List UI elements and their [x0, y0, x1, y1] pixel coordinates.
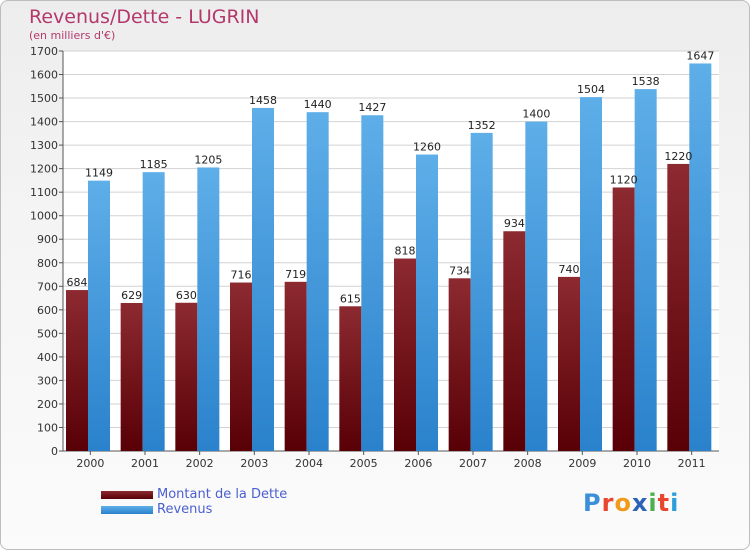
data-label: 1205 [194, 153, 222, 166]
data-label: 1427 [358, 101, 386, 114]
bar-dette [339, 306, 362, 451]
x-tick-label: 2002 [186, 457, 214, 470]
data-label: 1260 [413, 141, 441, 154]
bar-revenus [252, 107, 274, 452]
bar-revenus [525, 121, 548, 452]
proxiti-logo: Proxiti [583, 489, 679, 517]
data-label: 1185 [140, 158, 168, 171]
logo-letter: t [657, 489, 671, 517]
data-label: 1400 [522, 108, 550, 121]
y-tick-label: 1000 [30, 210, 58, 223]
data-label: 1352 [468, 119, 496, 132]
bar-dette [667, 163, 690, 452]
legend-label-revenus: Revenus [157, 502, 213, 517]
y-tick-label: 900 [37, 233, 58, 246]
bar-revenus [88, 180, 110, 451]
legend-swatch-revenus [101, 506, 153, 514]
y-tick-label: 300 [37, 374, 58, 387]
bar-revenus [416, 154, 438, 451]
data-label: 630 [176, 289, 197, 302]
data-label: 740 [559, 263, 580, 276]
x-tick-label: 2004 [295, 457, 323, 470]
legend-label-debt: Montant de la Dette [157, 487, 288, 502]
logo-letter: i [670, 489, 680, 517]
data-label: 1120 [610, 173, 638, 186]
bar-dette [175, 302, 198, 451]
bar-dette [503, 231, 526, 451]
y-tick-label: 1400 [30, 116, 58, 129]
logo-letter: P [583, 489, 602, 517]
data-label: 719 [285, 268, 306, 281]
y-tick-label: 800 [37, 257, 58, 270]
bar-revenus [470, 132, 493, 451]
bar-revenus [306, 112, 329, 452]
logo-letter: i [648, 489, 658, 517]
data-label: 1149 [85, 167, 113, 180]
y-tick-label: 1300 [30, 139, 58, 152]
logo-letter: x [631, 489, 649, 517]
data-label: 734 [449, 264, 470, 277]
y-tick-label: 500 [37, 327, 58, 340]
bar-dette [558, 276, 580, 451]
x-tick-label: 2000 [76, 457, 104, 470]
x-tick-label: 2011 [678, 457, 706, 470]
data-label: 716 [231, 269, 252, 282]
x-tick-label: 2001 [131, 457, 159, 470]
y-tick-label: 1100 [30, 186, 58, 199]
bar-revenus [142, 172, 165, 452]
legend-swatch-debt [101, 491, 153, 499]
data-label: 1458 [249, 94, 277, 107]
data-label: 615 [340, 292, 361, 305]
bar-revenus [197, 167, 220, 451]
chart-title: Revenus/Dette - LUGRIN [29, 6, 260, 28]
x-tick-label: 2006 [404, 457, 432, 470]
y-tick-label: 1200 [30, 163, 58, 176]
x-tick-label: 2007 [459, 457, 487, 470]
data-label: 1440 [304, 98, 332, 111]
x-tick-label: 2009 [568, 457, 596, 470]
data-label: 629 [121, 289, 142, 302]
y-tick-label: 200 [37, 398, 58, 411]
logo-letter: r [601, 489, 615, 517]
y-tick-label: 100 [37, 421, 58, 434]
bar-dette [394, 258, 416, 451]
bar-dette [448, 278, 471, 451]
logo-letter: o [614, 489, 632, 517]
y-tick-label: 1700 [30, 45, 58, 58]
bar-dette [284, 281, 307, 451]
x-tick-label: 2008 [514, 457, 542, 470]
bar-dette [230, 282, 252, 451]
y-tick-label: 600 [37, 304, 58, 317]
x-tick-label: 2005 [350, 457, 378, 470]
data-label: 1647 [686, 49, 714, 62]
x-tick-label: 2010 [623, 457, 651, 470]
y-tick-label: 700 [37, 280, 58, 293]
plot-area [63, 51, 719, 451]
bar-dette [66, 290, 88, 451]
bar-revenus [361, 115, 384, 451]
data-label: 1538 [632, 75, 660, 88]
y-tick-label: 400 [37, 351, 58, 364]
data-label: 684 [67, 276, 88, 289]
bar-dette [120, 303, 143, 451]
data-label: 1504 [577, 83, 605, 96]
chart-subtitle: (en milliers d'€) [29, 29, 116, 42]
bar-revenus [580, 97, 602, 451]
bar-dette [612, 187, 635, 451]
bar-revenus [689, 63, 712, 452]
y-tick-label: 1500 [30, 92, 58, 105]
y-tick-label: 1600 [30, 69, 58, 82]
data-label: 818 [395, 245, 416, 258]
x-tick-label: 2003 [240, 457, 268, 470]
data-label: 1220 [664, 150, 692, 163]
bar-revenus [634, 89, 657, 451]
data-label: 934 [504, 217, 525, 230]
y-tick-label: 0 [51, 445, 58, 458]
